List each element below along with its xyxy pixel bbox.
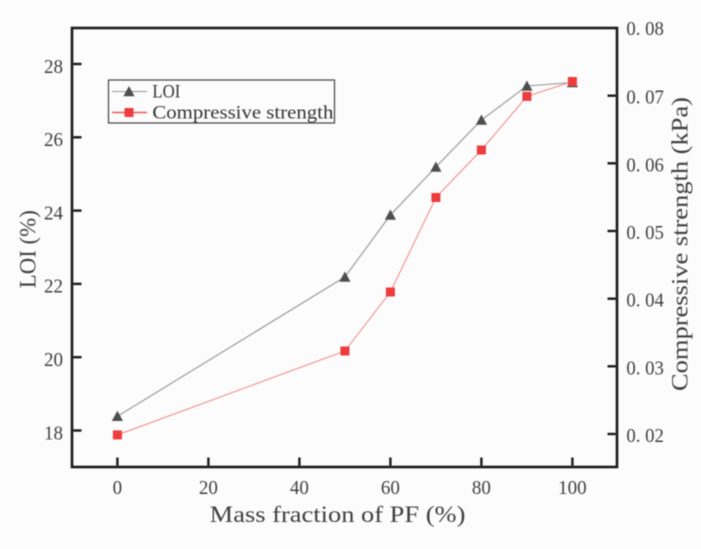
- svg-text:0. 03: 0. 03: [626, 357, 664, 379]
- svg-text:26: 26: [44, 129, 63, 151]
- svg-text:40: 40: [290, 477, 309, 499]
- svg-text:28: 28: [44, 56, 63, 78]
- svg-text:0: 0: [113, 477, 123, 499]
- svg-text:60: 60: [381, 477, 400, 499]
- svg-text:0. 02: 0. 02: [626, 425, 664, 447]
- svg-text:0. 08: 0. 08: [626, 18, 664, 40]
- svg-text:0. 05: 0. 05: [626, 222, 664, 244]
- svg-text:0. 04: 0. 04: [626, 290, 664, 312]
- svg-text:LOI (%): LOI (%): [16, 210, 41, 288]
- svg-text:Compressive strength (kPa): Compressive strength (kPa): [668, 97, 693, 391]
- svg-text:18: 18: [44, 422, 63, 444]
- svg-text:100: 100: [558, 477, 587, 499]
- svg-text:0. 07: 0. 07: [626, 87, 664, 109]
- svg-text:Mass fraction of PF (%): Mass fraction of PF (%): [210, 502, 466, 527]
- svg-text:80: 80: [472, 477, 491, 499]
- svg-text:20: 20: [199, 477, 218, 499]
- svg-text:0. 06: 0. 06: [626, 154, 664, 176]
- svg-text:22: 22: [44, 276, 63, 298]
- svg-text:Compressive strength: Compressive strength: [152, 103, 334, 124]
- svg-text:24: 24: [44, 202, 63, 224]
- svg-text:LOI: LOI: [152, 82, 180, 103]
- svg-text:20: 20: [44, 349, 63, 371]
